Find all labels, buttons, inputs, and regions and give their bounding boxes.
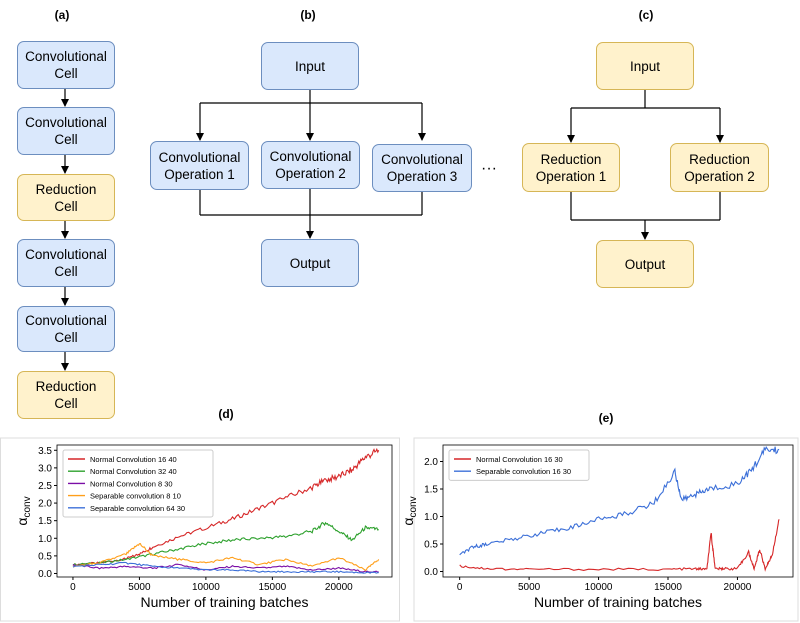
x-tick-label: 5000 (128, 582, 151, 593)
panel-label-c: (c) (638, 8, 654, 22)
chart-e: 0 5000 10000 15000 20000 0.0 0.5 1.0 1.5 2.0 Numbe… (400, 437, 799, 622)
y-tick-label: 3.0 (38, 463, 52, 474)
legend-entry: Normal Convolution 16 40 (90, 455, 177, 464)
figure-frame (0, 437, 400, 622)
series-line (72, 447, 380, 566)
reduction-operation-1: Reduction Operation 1 (522, 143, 620, 192)
y-tick-label: 2.5 (38, 481, 52, 492)
convolutional-operation-2: Convolutional Operation 2 (261, 141, 360, 189)
figure-frame (413, 437, 799, 622)
diagram-connectors (61, 89, 724, 371)
series-line (459, 446, 780, 556)
legend (62, 449, 214, 518)
x-axis-label: Number of training batches (140, 594, 308, 610)
series-line (72, 542, 380, 571)
y-tick-label: 2.0 (38, 499, 52, 510)
reduction-operation-2: Reduction Operation 2 (670, 143, 769, 192)
series-line (72, 521, 379, 566)
input-node-c: Input (596, 42, 694, 90)
x-tick-label: 15000 (654, 582, 682, 593)
chart-d: 0 5000 10000 15000 20000 0.0 0.5 1.0 1.5 2.0 2.5 3.… (0, 437, 400, 622)
y-tick-label: 0.0 (424, 567, 438, 578)
x-tick-label: 5000 (518, 582, 541, 593)
x-tick-label: 10000 (192, 582, 220, 593)
legend-entry: Separable convolution 8 10 (90, 492, 181, 501)
x-tick-label: 10000 (585, 582, 613, 593)
series-line (459, 519, 780, 572)
convolutional-operation-3: Convolutional Operation 3 (372, 144, 472, 192)
legend-entry: Normal Convolution 16 30 (476, 455, 563, 464)
y-tick-label: 0.0 (38, 569, 52, 580)
panel-label-e: (e) (598, 411, 614, 425)
convolutional-cell-1: Convolutional Cell (17, 41, 115, 89)
panel-label-a: (a) (54, 8, 70, 22)
legend-entry: Normal Convolution 8 30 (90, 479, 173, 488)
series-line (72, 561, 379, 574)
convolutional-cell-4: Convolutional Cell (17, 306, 115, 352)
x-tick-label: 20000 (325, 582, 353, 593)
x-tick-label: 20000 (724, 582, 752, 593)
legend-entry: Separable convolution 16 30 (476, 467, 571, 476)
y-tick-label: 3.5 (38, 446, 52, 457)
y-tick-label: 1.5 (424, 485, 438, 496)
output-node-c: Output (596, 240, 694, 288)
y-tick-label: 2.0 (424, 457, 438, 468)
series-line (72, 563, 380, 573)
panel-label-b: (b) (300, 8, 316, 22)
legend-entry: Separable convolution 64 30 (90, 504, 185, 513)
y-axis-label: αconv (400, 496, 419, 525)
convolutional-operation-1: Convolutional Operation 1 (150, 141, 249, 190)
reduction-cell-1: Reduction Cell (17, 174, 115, 221)
y-tick-label: 1.5 (38, 516, 52, 527)
x-tick-label: 0 (457, 582, 463, 593)
output-node-b: Output (261, 239, 359, 287)
x-axis-label: Number of training batches (534, 594, 702, 610)
ellipsis: ··· (481, 160, 497, 177)
y-axis-label: αconv (14, 496, 33, 525)
y-tick-label: 0.5 (424, 540, 438, 551)
reduction-cell-2: Reduction Cell (17, 371, 115, 419)
x-tick-label: 0 (70, 582, 76, 593)
y-tick-label: 0.5 (38, 551, 52, 562)
legend-entry: Normal Convolution 32 40 (90, 467, 177, 476)
x-tick-label: 15000 (258, 582, 286, 593)
y-tick-label: 1.0 (38, 534, 52, 545)
input-node-b: Input (261, 42, 359, 90)
convolutional-cell-2: Convolutional Cell (17, 107, 115, 155)
convolutional-cell-3: Convolutional Cell (17, 239, 115, 287)
y-tick-label: 1.0 (424, 512, 438, 523)
panel-label-d: (d) (218, 407, 234, 421)
legend (448, 449, 590, 481)
